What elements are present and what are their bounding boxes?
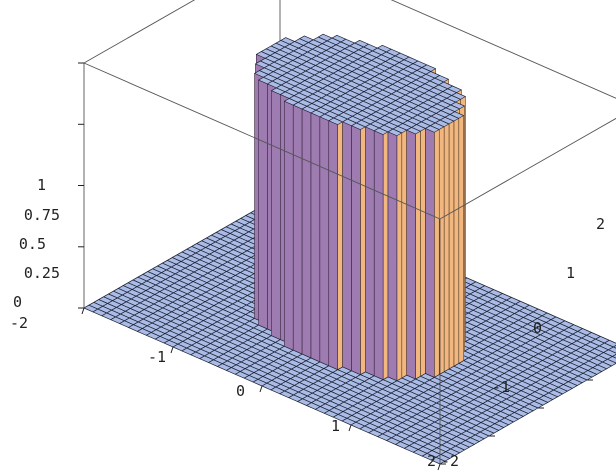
cylinder-wall-face: [425, 128, 435, 378]
cylinder-wall-face: [458, 115, 464, 364]
cylinder-wall-face: [420, 128, 426, 377]
x-tick-mark: [170, 346, 174, 354]
cylinder-wall-face: [382, 131, 389, 380]
z-tick-label: 0.25: [24, 264, 60, 282]
surface-cell: [430, 456, 446, 465]
x-axis-ticks: -2 -1 0 1 2: [10, 314, 436, 470]
x-tick-label: 1: [331, 417, 340, 435]
z-tick-label: 0.5: [19, 235, 46, 253]
cylinder-wall-face: [292, 104, 303, 355]
box-edge: [83, 0, 196, 64]
cylinder-wall-face: [328, 120, 338, 370]
cylinder-wall-face: [310, 112, 321, 363]
y-tick-label: -2: [441, 452, 459, 470]
cylinder-wall-face: [284, 101, 294, 351]
x-tick-label: -2: [10, 314, 28, 332]
y-tick-label: 1: [566, 264, 575, 282]
bounding-box-front: [78, 62, 616, 471]
cylinder-wall-face: [319, 116, 330, 367]
x-tick-label: -1: [148, 348, 166, 366]
cylinder-wall-face: [301, 108, 312, 359]
x-tick-mark: [259, 385, 263, 393]
y-axis-ticks: -2 -1 0 1 2: [441, 215, 605, 470]
cylinder-wall-face: [443, 123, 450, 373]
box-edge: [83, 62, 441, 220]
cylinder-wall-face: [360, 126, 366, 375]
cylinder-wall-face: [365, 126, 375, 377]
surface-mesh: [83, 33, 616, 465]
z-tick-label: 1: [37, 176, 46, 194]
cylinder-wall-face: [453, 118, 460, 367]
cylinder-wall-face: [271, 90, 281, 340]
box-edge: [439, 117, 616, 220]
cylinder-wall-face: [258, 79, 268, 330]
y-tick-label: -1: [492, 378, 510, 396]
cylinder-wall-face: [434, 129, 440, 378]
z-axis-ticks: 1 0.75 0.5 0.25 0: [13, 176, 60, 311]
box-edge: [390, 0, 616, 99]
y-tick-label: 2: [596, 215, 605, 233]
z-tick-label: 0.75: [24, 206, 60, 224]
y-tick-label: 0: [533, 319, 542, 337]
x-tick-label: 0: [236, 382, 245, 400]
x-tick-mark: [437, 463, 441, 471]
x-tick-mark: [81, 307, 85, 315]
cylinder-wall-face: [396, 132, 403, 382]
cylinder-wall-face: [351, 125, 361, 375]
cylinder-wall-face: [342, 121, 352, 372]
z-tick-label: 0: [13, 293, 22, 311]
cylinder-wall-face: [401, 129, 407, 379]
cylinder-wall-face: [387, 131, 398, 382]
cylinder-wall-face: [373, 130, 384, 380]
cylinder-wall-face: [415, 131, 421, 380]
cylinder-wall-face: [406, 129, 416, 380]
x-tick-label: 2: [427, 452, 436, 470]
cylinder-wall-face: [448, 120, 455, 370]
cylinder-wall-face: [337, 121, 343, 370]
surface-cell: [612, 345, 616, 349]
x-tick-mark: [348, 424, 352, 432]
